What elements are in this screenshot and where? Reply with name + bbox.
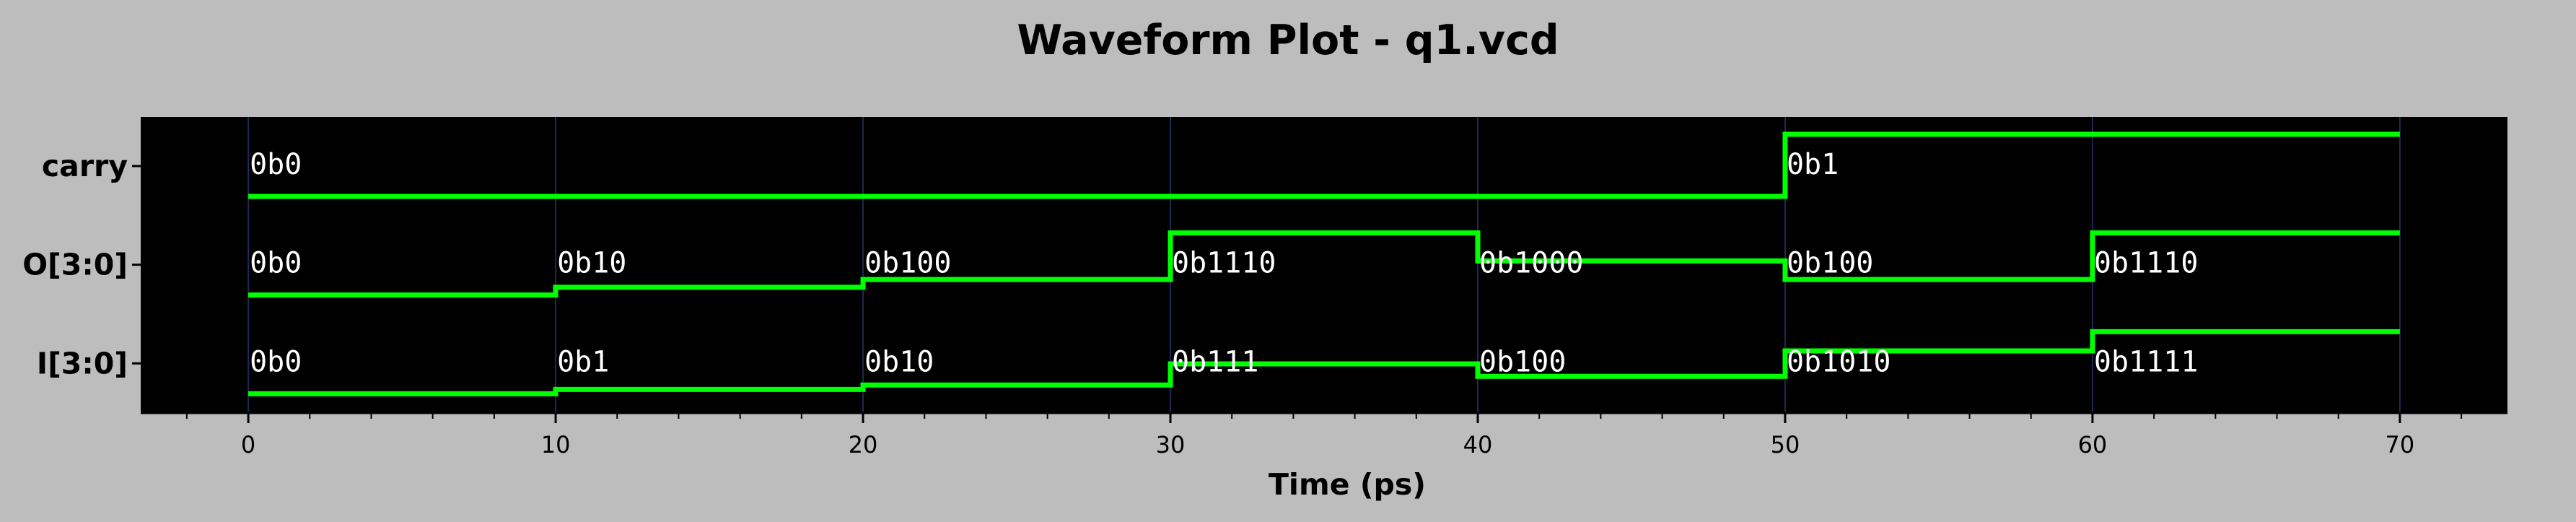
signal-name-label: I[3:0] [37, 346, 128, 380]
signal-traces [248, 131, 2400, 396]
value-label: 0b100 [1479, 345, 1566, 378]
value-label: 0b1000 [1479, 247, 1584, 280]
value-label: 0b1110 [1172, 247, 1276, 280]
signal-name-label: carry [42, 149, 128, 183]
x-tick-label: 70 [2386, 431, 2415, 458]
value-label: 0b10 [864, 345, 934, 378]
value-labels: 0b0 0b1 0b0 0b10 0b100 0b1110 0b1000 0b100 0b111… [250, 148, 2198, 378]
value-label: 0b100 [1787, 247, 1873, 280]
value-label: 0b111 [1172, 345, 1258, 378]
value-label: 0b1010 [1787, 345, 1891, 378]
signal-trace [248, 329, 2400, 396]
signal-labels: carry O[3:0] I[3:0] [22, 149, 141, 380]
value-label: 0b1110 [2094, 247, 2199, 280]
x-axis: 0 10 20 30 40 50 60 70 [141, 412, 2507, 458]
value-label: 0b10 [557, 247, 626, 280]
signal-name-label: O[3:0] [22, 248, 128, 282]
value-label: 0b1 [557, 345, 609, 378]
x-tick-label: 60 [2078, 431, 2108, 458]
signal-trace [248, 230, 2400, 298]
x-tick-label: 10 [541, 431, 571, 458]
x-tick-label: 40 [1463, 431, 1493, 458]
x-tick-label: 30 [1156, 431, 1186, 458]
value-label: 0b100 [864, 247, 951, 280]
x-axis-label: Time (ps) [1269, 467, 1426, 502]
value-label: 0b0 [250, 345, 302, 378]
value-label: 0b0 [250, 148, 302, 181]
value-label: 0b1111 [2094, 345, 2199, 378]
x-tick-label: 50 [1771, 431, 1800, 458]
value-label: 0b0 [250, 247, 302, 280]
chart-title: Waveform Plot - q1.vcd [1017, 17, 1559, 64]
x-tick-label: 20 [849, 431, 878, 458]
x-tick-label: 0 [241, 431, 255, 458]
value-label: 0b1 [1787, 148, 1839, 181]
signal-trace [248, 131, 2400, 199]
